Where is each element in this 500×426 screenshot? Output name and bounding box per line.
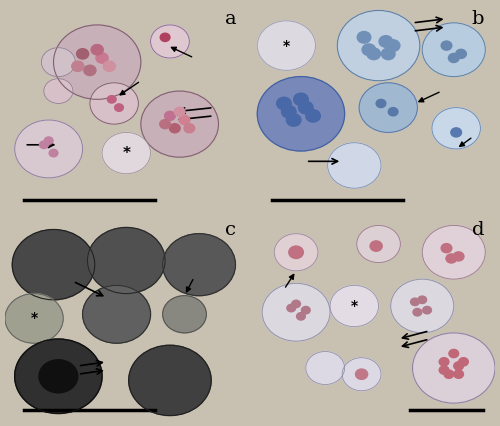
Text: a: a: [225, 10, 236, 28]
Circle shape: [306, 109, 320, 122]
Circle shape: [76, 49, 88, 59]
Text: d: d: [472, 221, 484, 239]
Circle shape: [342, 358, 381, 391]
Circle shape: [102, 132, 150, 174]
Circle shape: [286, 114, 301, 126]
Circle shape: [141, 91, 218, 157]
Text: *: *: [30, 311, 38, 325]
Circle shape: [454, 370, 464, 378]
Circle shape: [84, 65, 96, 75]
Circle shape: [302, 306, 310, 314]
Circle shape: [376, 99, 386, 108]
Circle shape: [446, 254, 456, 263]
Circle shape: [454, 252, 464, 261]
Circle shape: [258, 77, 344, 151]
Circle shape: [150, 25, 190, 58]
Circle shape: [449, 349, 458, 358]
Circle shape: [328, 143, 381, 188]
Circle shape: [174, 107, 185, 116]
Circle shape: [292, 300, 300, 308]
Circle shape: [14, 120, 82, 178]
Circle shape: [454, 362, 464, 370]
Circle shape: [160, 33, 170, 41]
Circle shape: [114, 104, 124, 111]
Circle shape: [162, 296, 206, 333]
Circle shape: [72, 61, 84, 72]
Circle shape: [422, 23, 486, 77]
Circle shape: [298, 101, 313, 114]
Circle shape: [451, 128, 462, 137]
Text: *: *: [350, 299, 358, 313]
Text: c: c: [225, 221, 236, 239]
Circle shape: [39, 360, 78, 393]
Circle shape: [418, 296, 426, 303]
Circle shape: [359, 83, 418, 132]
Circle shape: [258, 21, 316, 70]
Circle shape: [90, 83, 138, 124]
Circle shape: [439, 358, 449, 366]
Circle shape: [108, 95, 116, 103]
Circle shape: [12, 230, 95, 300]
Circle shape: [422, 306, 432, 314]
Circle shape: [49, 150, 58, 157]
Circle shape: [88, 227, 165, 294]
Circle shape: [388, 108, 398, 116]
Circle shape: [44, 137, 53, 144]
Circle shape: [91, 45, 103, 55]
Circle shape: [40, 141, 48, 149]
Circle shape: [432, 108, 480, 149]
Circle shape: [5, 294, 63, 343]
Circle shape: [128, 345, 211, 415]
Circle shape: [390, 279, 454, 333]
Circle shape: [296, 313, 306, 320]
Circle shape: [441, 244, 452, 253]
Text: b: b: [472, 10, 484, 28]
Circle shape: [14, 339, 102, 414]
Circle shape: [448, 53, 459, 63]
Circle shape: [164, 111, 175, 121]
Circle shape: [370, 241, 382, 251]
Circle shape: [282, 106, 296, 118]
Circle shape: [338, 11, 420, 81]
Circle shape: [456, 49, 466, 58]
Circle shape: [44, 79, 73, 104]
Text: *: *: [122, 146, 130, 161]
Circle shape: [386, 40, 400, 52]
Circle shape: [179, 115, 190, 124]
Circle shape: [444, 370, 454, 378]
Circle shape: [356, 369, 368, 380]
Circle shape: [289, 246, 304, 259]
Circle shape: [422, 225, 486, 279]
Circle shape: [362, 44, 376, 55]
Circle shape: [356, 225, 401, 262]
Circle shape: [103, 61, 116, 72]
Circle shape: [330, 285, 378, 327]
Circle shape: [262, 283, 330, 341]
Circle shape: [96, 53, 108, 63]
Circle shape: [441, 41, 452, 50]
Text: *: *: [283, 39, 290, 52]
Circle shape: [413, 308, 422, 316]
Circle shape: [287, 304, 296, 312]
Circle shape: [367, 48, 380, 60]
Circle shape: [162, 234, 236, 296]
Circle shape: [294, 93, 308, 106]
Circle shape: [170, 124, 180, 133]
Circle shape: [379, 36, 392, 47]
Circle shape: [274, 234, 318, 271]
Circle shape: [458, 358, 468, 366]
Circle shape: [42, 48, 76, 77]
Circle shape: [357, 32, 371, 43]
Circle shape: [82, 285, 150, 343]
Circle shape: [412, 333, 495, 403]
Circle shape: [439, 366, 449, 374]
Circle shape: [382, 48, 395, 60]
Circle shape: [306, 351, 344, 385]
Circle shape: [276, 97, 291, 109]
Circle shape: [184, 124, 194, 133]
Circle shape: [410, 298, 420, 305]
Circle shape: [54, 25, 141, 99]
Circle shape: [160, 120, 170, 129]
